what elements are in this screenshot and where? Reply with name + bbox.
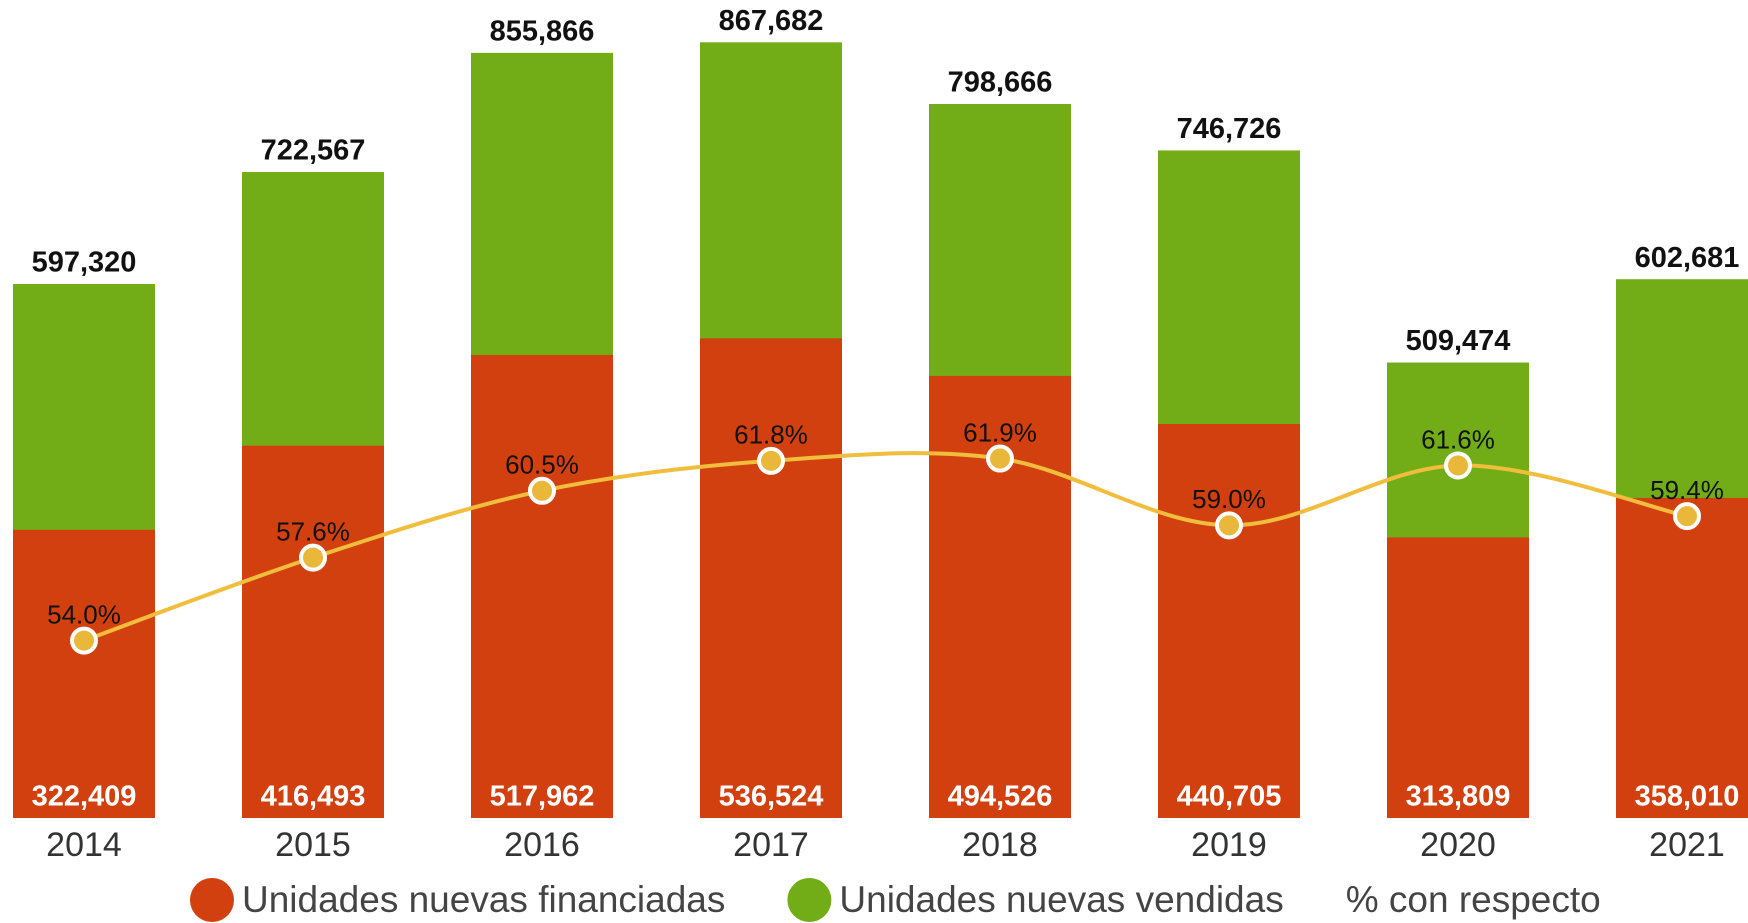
x-tick-label: 2017 xyxy=(733,826,809,864)
x-tick-label: 2020 xyxy=(1420,826,1496,864)
inner-label: 416,493 xyxy=(261,781,366,813)
pct-label: 61.6% xyxy=(1421,424,1495,454)
total-label: 867,682 xyxy=(719,5,824,37)
bar xyxy=(1616,497,1748,818)
pct-label: 61.9% xyxy=(963,417,1037,447)
point xyxy=(528,476,556,505)
inner-label: 313,809 xyxy=(1406,781,1511,813)
bar xyxy=(471,354,613,818)
bar xyxy=(1158,424,1300,818)
inner-label: 494,526 xyxy=(948,781,1053,813)
point xyxy=(986,444,1014,473)
total-label: 746,726 xyxy=(1177,113,1282,145)
point xyxy=(1673,502,1701,531)
total-label: 722,567 xyxy=(261,135,366,167)
inner-label: 358,010 xyxy=(1635,781,1740,813)
legend-label: Unidades nuevas financiadas xyxy=(242,879,725,920)
total-label: 798,666 xyxy=(948,67,1053,99)
bar xyxy=(1387,537,1529,818)
pct-label: 61.8% xyxy=(734,420,808,450)
x-tick-label: 2016 xyxy=(504,826,580,864)
legend-label: Unidades nuevas vendidas xyxy=(839,879,1283,920)
pct-label: 60.5% xyxy=(505,450,579,480)
line xyxy=(83,451,1688,643)
legend-label: % con respecto xyxy=(1346,879,1601,920)
x-tick-label: 2014 xyxy=(46,826,122,864)
inner-label: 517,962 xyxy=(490,781,595,813)
total-label: 855,866 xyxy=(490,16,595,48)
pct-label: 59.0% xyxy=(1192,484,1266,514)
total-label: 602,681 xyxy=(1635,242,1740,274)
pct-label: 59.4% xyxy=(1650,475,1724,505)
point xyxy=(1444,451,1472,480)
legend-swatch xyxy=(190,878,234,922)
x-tick-label: 2018 xyxy=(962,826,1038,864)
inner-label: 322,409 xyxy=(32,781,137,813)
x-tick-label: 2019 xyxy=(1191,826,1267,864)
x-tick-label: 2015 xyxy=(275,826,351,864)
point xyxy=(299,543,327,572)
point xyxy=(757,446,785,475)
total-label: 509,474 xyxy=(1406,325,1511,357)
pct-label: 54.0% xyxy=(47,599,121,629)
bar xyxy=(700,338,842,818)
point xyxy=(1215,511,1243,540)
inner-label: 536,524 xyxy=(719,781,824,813)
x-tick-label: 2021 xyxy=(1649,826,1725,864)
bar xyxy=(242,445,384,818)
total-label: 597,320 xyxy=(32,247,137,279)
inner-label: 440,705 xyxy=(1177,781,1282,813)
pct-label: 57.6% xyxy=(276,516,350,546)
bar xyxy=(13,529,155,818)
legend-swatch xyxy=(787,878,832,922)
point xyxy=(70,626,98,655)
